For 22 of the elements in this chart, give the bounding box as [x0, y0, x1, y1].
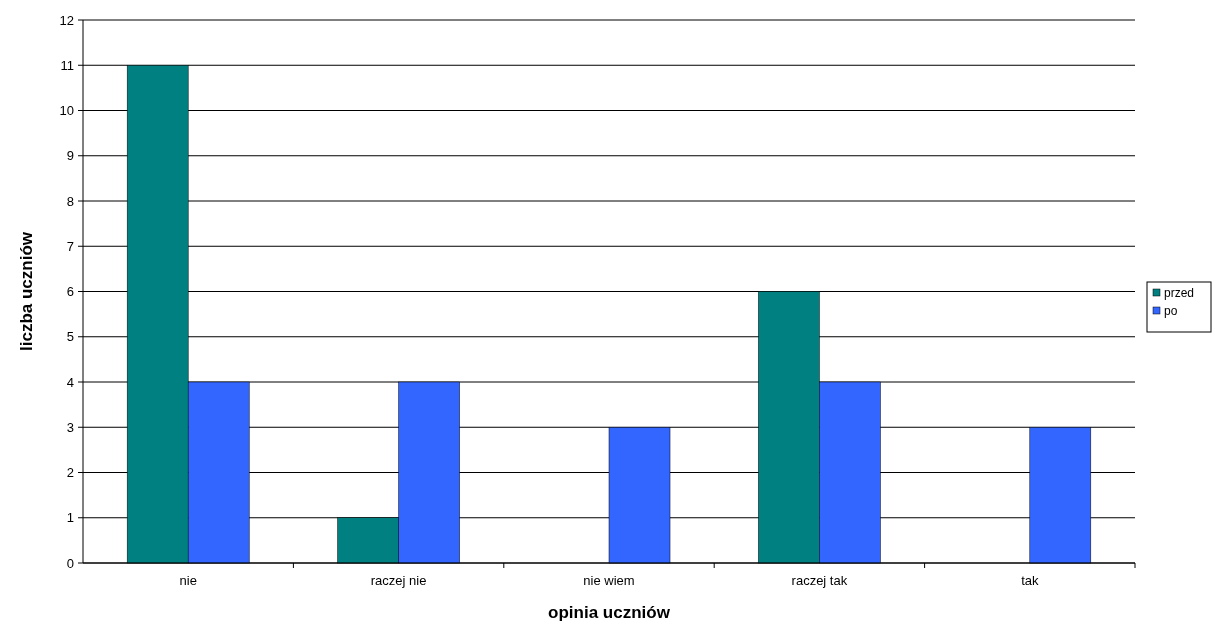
x-axis-title: opinia uczniów [548, 603, 671, 622]
y-tick-label: 10 [59, 103, 74, 119]
y-tick-label: 3 [66, 419, 74, 435]
x-tick-label: raczej nie [370, 573, 427, 588]
y-tick-label: 4 [66, 374, 74, 390]
y-tick-label: 2 [66, 465, 74, 481]
y-tick-label: 0 [66, 555, 74, 571]
y-axis-title: liczba uczniów [17, 231, 36, 352]
x-tick-label: raczej tak [791, 573, 848, 588]
y-tick-label: 11 [60, 57, 74, 73]
y-tick-label: 7 [66, 238, 74, 254]
y-tick-label: 9 [66, 148, 74, 164]
y-tick-label: 12 [59, 12, 74, 28]
x-tick-label: nie [179, 573, 197, 588]
x-tick-label: tak [1021, 573, 1039, 588]
y-tick-label: 6 [66, 284, 74, 300]
y-tick-label: 1 [66, 510, 74, 526]
x-tick-label: nie wiem [583, 573, 635, 588]
legend-label: przed [1164, 286, 1195, 301]
y-tick-label: 8 [66, 193, 74, 209]
legend-label: po [1164, 304, 1178, 319]
y-tick-label: 5 [66, 329, 74, 345]
